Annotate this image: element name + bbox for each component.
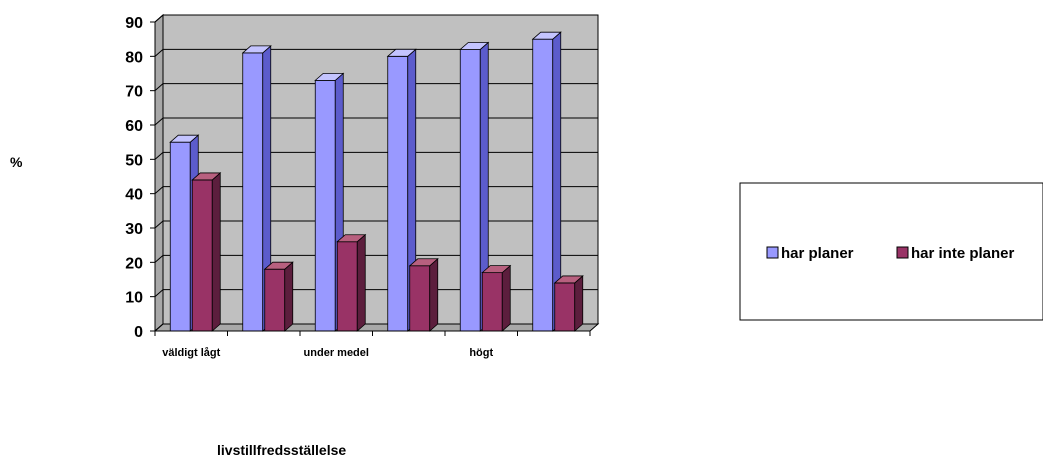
gridlines xyxy=(154,14,598,332)
legend-swatch xyxy=(896,246,909,259)
y-tick-label: 80 xyxy=(125,49,143,66)
side-wall xyxy=(154,13,164,333)
x-tick-labels: väldigt lågt under medel högt xyxy=(162,347,493,359)
bar-front xyxy=(169,141,191,332)
bar-side xyxy=(284,261,294,332)
gridline-side xyxy=(154,289,164,298)
bar-top xyxy=(263,261,294,270)
bar-front xyxy=(191,179,213,332)
bar-side xyxy=(501,264,511,332)
legend-label: har planer xyxy=(781,245,854,262)
gridline-side xyxy=(154,83,164,92)
bar-har-inte-planer-4 xyxy=(481,264,512,332)
bar-har-inte-planer-5 xyxy=(553,275,584,332)
y-tick-label: 30 xyxy=(125,221,143,238)
bar-top xyxy=(169,134,200,143)
y-tick-label: 90 xyxy=(125,15,143,32)
gridline-side xyxy=(154,220,164,229)
bar-front xyxy=(409,265,431,332)
legend-swatch xyxy=(766,246,779,259)
bar-front xyxy=(264,268,286,332)
y-tick-label: 60 xyxy=(125,118,143,135)
bar-front xyxy=(459,49,481,332)
bar-front xyxy=(242,52,264,332)
bar-har-planer-3 xyxy=(386,48,417,332)
bars xyxy=(169,31,584,332)
y-tick-label: 0 xyxy=(134,324,143,341)
y-tick-label: 40 xyxy=(125,187,143,204)
bar-top xyxy=(531,31,562,40)
gridline-side xyxy=(154,14,164,23)
bar-har-inte-planer-0 xyxy=(191,172,222,332)
bar-top xyxy=(459,42,490,50)
bar-front xyxy=(387,55,409,332)
gridline-side xyxy=(154,48,164,57)
floor xyxy=(153,323,600,332)
legend-box xyxy=(739,182,1043,321)
y-tick-label: 10 xyxy=(125,290,143,307)
bar-har-inte-planer-3 xyxy=(408,257,439,332)
x-tick-label: väldigt lågt xyxy=(162,347,220,359)
x-tick-label: högt xyxy=(469,347,493,359)
gridline-side xyxy=(154,323,164,332)
bar-har-inte-planer-2 xyxy=(336,233,367,332)
bar-top xyxy=(314,72,345,81)
bar-har-planer-4 xyxy=(459,41,490,332)
bar-top xyxy=(241,45,272,54)
bar-top xyxy=(408,258,439,267)
bar-top xyxy=(553,275,584,284)
bar-har-planer-1 xyxy=(241,45,272,332)
y-tick-labels: 0 10 20 30 40 50 60 70 80 90 xyxy=(125,15,143,341)
bar-top xyxy=(336,234,367,243)
y-tick-label: 70 xyxy=(125,84,143,101)
bar-top xyxy=(386,48,417,57)
bar-side xyxy=(356,233,366,332)
legend: har planer har inte planer xyxy=(739,182,1043,321)
bar-side xyxy=(574,275,584,332)
bar-front xyxy=(532,38,554,332)
y-axis-title: % xyxy=(10,154,23,170)
bar-side xyxy=(211,172,221,332)
axes xyxy=(150,21,591,336)
y-tick-label: 50 xyxy=(125,152,143,169)
gridline-side xyxy=(154,117,164,126)
x-axis-title: livstillfredsställelse xyxy=(217,442,346,458)
gridline-side xyxy=(154,254,164,263)
bar-har-inte-planer-1 xyxy=(263,261,294,332)
bar-top xyxy=(191,172,222,181)
y-tick-label: 20 xyxy=(125,255,143,272)
legend-label: har inte planer xyxy=(911,245,1015,262)
bar-front xyxy=(481,272,503,332)
bar-top xyxy=(481,265,512,274)
x-tick-label: under medel xyxy=(304,347,369,359)
plot-wall xyxy=(153,13,600,333)
bar-side xyxy=(429,257,439,332)
bar-front xyxy=(554,282,576,332)
bar-front xyxy=(336,241,358,332)
gridline-side xyxy=(154,151,164,160)
gridline-side xyxy=(154,186,164,195)
bar-front xyxy=(314,79,336,332)
